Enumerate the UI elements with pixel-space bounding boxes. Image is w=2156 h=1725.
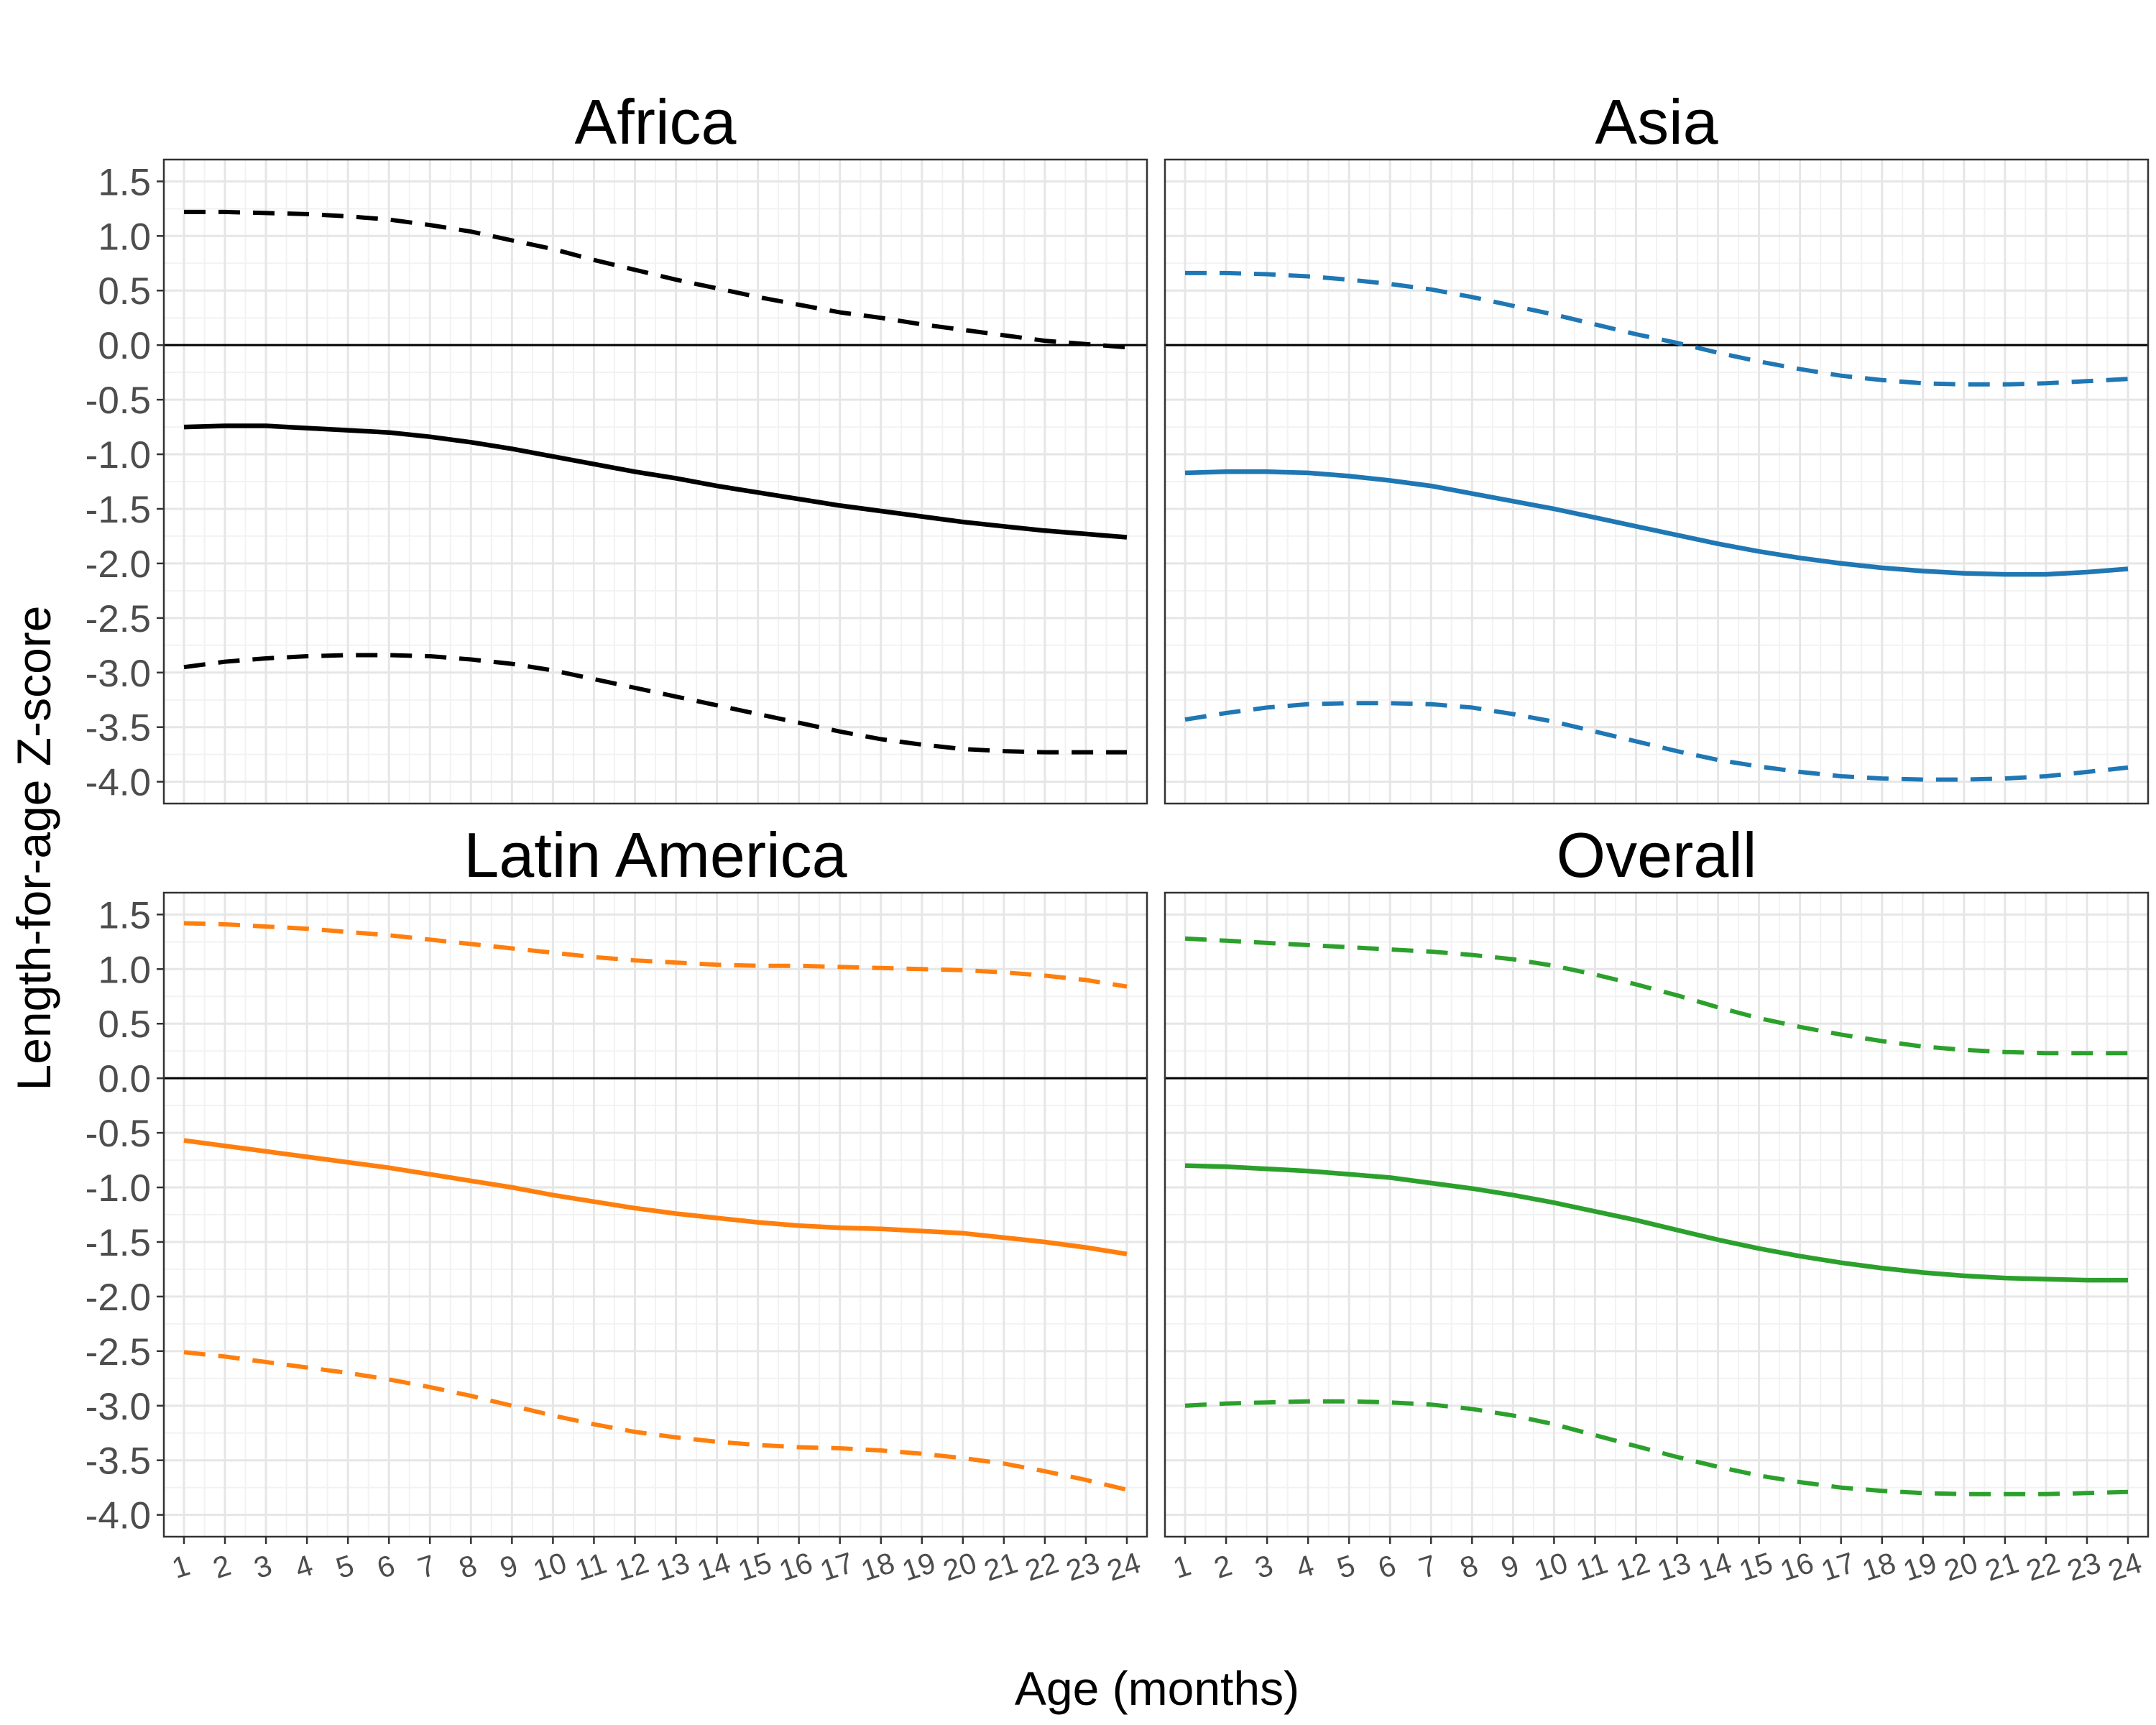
panel-asia: Asia bbox=[1164, 86, 2150, 805]
panels: Africa 1.5 1.0 0.5 0.0 -0.5 -1.0 -1.5 -2.0 -2.5 -3… bbox=[86, 86, 2150, 1588]
panel-border bbox=[1164, 891, 2150, 1538]
y-axis-title: Length-for-age Z-score bbox=[7, 606, 60, 1091]
panel-latin-america: Latin America 1.5 1.0 0.5 0.0 -0.5 -1.0 -1.5 -2.… bbox=[86, 819, 1148, 1588]
y-tick-label: -0.5 bbox=[86, 1113, 151, 1155]
lower-bound-line bbox=[183, 653, 1127, 755]
upper-bound-line bbox=[1185, 270, 2129, 387]
upper-bound-line bbox=[184, 209, 1128, 350]
y-tick-label: -4.0 bbox=[86, 1495, 151, 1537]
y-tick-label: -4.0 bbox=[86, 762, 151, 804]
panel-title: Latin America bbox=[464, 819, 847, 891]
y-tick-label: -2.0 bbox=[86, 1276, 151, 1319]
y-tick-label: -1.0 bbox=[86, 434, 151, 477]
y-tick-label: 0.5 bbox=[98, 270, 151, 313]
panel-title: Overall bbox=[1557, 819, 1757, 891]
median-line bbox=[1184, 469, 2129, 577]
upper-bound-line bbox=[1184, 936, 2128, 1056]
y-tick-label: -0.5 bbox=[86, 380, 151, 422]
y-tick-label: -3.0 bbox=[86, 653, 151, 695]
panel-title: Asia bbox=[1595, 86, 1718, 157]
y-tick-label: -1.0 bbox=[86, 1167, 151, 1210]
median-line bbox=[183, 423, 1128, 540]
lower-bound-line bbox=[1184, 1399, 2129, 1496]
lower-bound-line bbox=[183, 1350, 1128, 1492]
y-tick-label: -3.0 bbox=[86, 1386, 151, 1428]
panel-border bbox=[1164, 158, 2150, 805]
upper-bound-line bbox=[183, 921, 1128, 989]
y-tick-label: -2.0 bbox=[86, 543, 151, 586]
median-line bbox=[1184, 1163, 2128, 1283]
panel-title: Africa bbox=[575, 86, 737, 157]
y-tick-label: 1.5 bbox=[98, 161, 151, 203]
y-tick-label: 1.5 bbox=[98, 894, 151, 937]
y-tick-label: -1.5 bbox=[86, 489, 151, 531]
y-tick-label: -3.5 bbox=[86, 1440, 151, 1483]
y-tick-label: -2.5 bbox=[86, 1331, 151, 1374]
y-tick-label: 0.0 bbox=[98, 325, 151, 367]
panel-border bbox=[162, 891, 1148, 1538]
lower-bound-line bbox=[1184, 701, 2129, 782]
y-tick-label: 1.0 bbox=[98, 216, 151, 258]
x-axis-title: Age (months) bbox=[1015, 1662, 1299, 1715]
median-line bbox=[183, 1138, 1128, 1256]
y-tick-label: -3.5 bbox=[86, 707, 151, 750]
y-tick-label: -2.5 bbox=[86, 598, 151, 640]
y-tick-label: -1.5 bbox=[86, 1222, 151, 1264]
panel-africa: Africa 1.5 1.0 0.5 0.0 -0.5 -1.0 -1.5 -2.0 -2.5 -3… bbox=[86, 86, 1148, 805]
panel-border bbox=[162, 158, 1148, 805]
y-tick-label: 1.0 bbox=[98, 949, 151, 991]
y-tick-label: 0.5 bbox=[98, 1003, 151, 1046]
y-tick-label: 0.0 bbox=[98, 1058, 151, 1100]
